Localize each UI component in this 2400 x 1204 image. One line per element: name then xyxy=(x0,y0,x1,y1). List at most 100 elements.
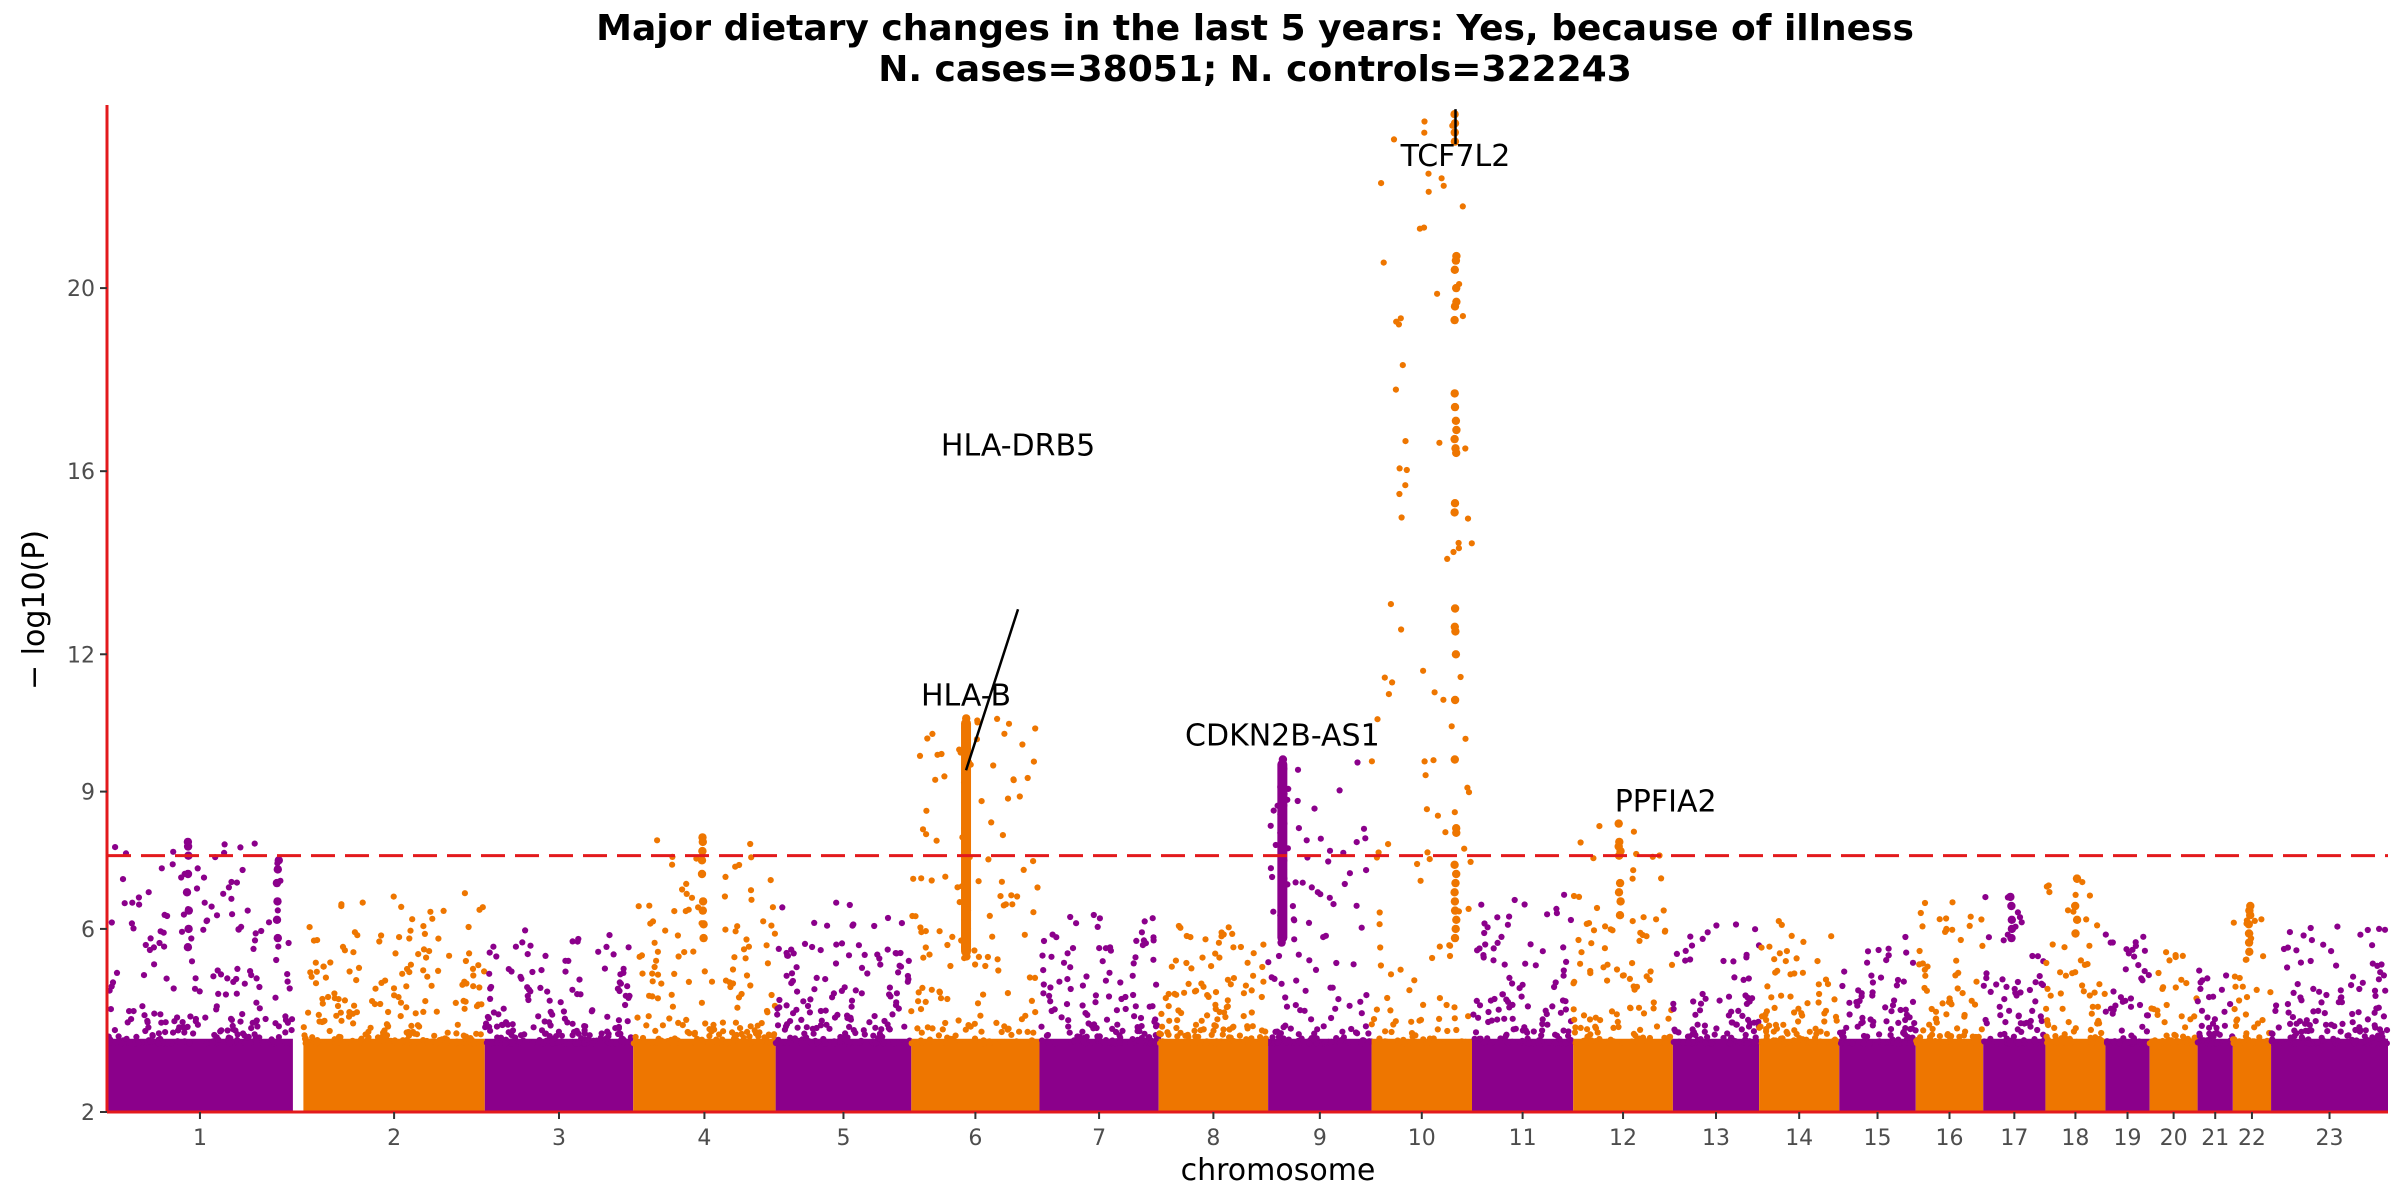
snp-point xyxy=(1006,1039,1013,1046)
snp-point xyxy=(2086,992,2093,999)
snp-point xyxy=(1697,1036,1704,1043)
chromosome-9-points xyxy=(1265,759,1375,1112)
snp-point xyxy=(1943,927,1950,934)
chromosome-15-points xyxy=(1837,933,1919,1112)
snp-point xyxy=(924,735,931,742)
snp-point xyxy=(1066,1029,1073,1036)
peak-chr9 xyxy=(1277,755,1288,947)
snp-point xyxy=(1770,1037,1777,1045)
snp-point xyxy=(1982,1016,1989,1024)
snp-point xyxy=(1403,466,1410,474)
snp-point xyxy=(272,994,279,1001)
snp-point xyxy=(561,1015,569,1022)
snp-point xyxy=(569,1032,576,1039)
snp-point xyxy=(147,935,154,942)
snp-point xyxy=(245,1033,252,1040)
snp-point xyxy=(1457,673,1464,681)
snp-point xyxy=(1553,1032,1561,1039)
snp-point xyxy=(1191,988,1199,995)
snp-point xyxy=(530,1024,537,1031)
snp-point xyxy=(852,987,859,994)
snp-point xyxy=(251,1031,258,1038)
snp-point xyxy=(215,1036,222,1043)
snp-point xyxy=(1162,1040,1170,1047)
snp-point xyxy=(1783,948,1790,955)
chromosome-4-points xyxy=(630,837,779,1112)
snp-point xyxy=(1242,982,1249,989)
chromosome-12-points xyxy=(1570,823,1676,1112)
snp-point xyxy=(423,954,430,961)
snp-point xyxy=(1629,875,1636,882)
snp-point xyxy=(858,964,866,972)
snp-point xyxy=(1702,1040,1709,1047)
snp-point xyxy=(459,981,466,988)
snp-point xyxy=(1646,1034,1653,1042)
snp-point xyxy=(1602,923,1609,930)
peak-point xyxy=(272,878,282,888)
snp-point xyxy=(2348,982,2355,989)
snp-point xyxy=(2057,990,2064,997)
snp-point xyxy=(2006,1037,2014,1044)
snp-point xyxy=(424,1040,431,1047)
snp-point xyxy=(941,773,948,780)
snp-point xyxy=(306,924,313,931)
snp-point xyxy=(1260,978,1267,985)
snp-point xyxy=(1374,716,1381,723)
snp-point xyxy=(2358,1039,2365,1046)
gene-label: HLA-B xyxy=(921,678,1011,713)
snp-point xyxy=(1592,1038,1599,1045)
snp-point xyxy=(2015,1040,2022,1047)
snp-point xyxy=(1701,1022,1708,1029)
snp-point xyxy=(990,762,997,769)
chromosome-1-points xyxy=(105,840,296,1112)
snp-point xyxy=(1468,540,1475,547)
snp-point xyxy=(1893,982,1900,989)
snp-point xyxy=(2258,916,2265,923)
snp-point xyxy=(1330,901,1337,908)
snp-point xyxy=(1627,1004,1634,1011)
snp-point xyxy=(248,1025,255,1032)
snp-point xyxy=(164,912,171,920)
snp-point xyxy=(2328,948,2335,955)
snp-point xyxy=(1243,1036,1250,1043)
snp-point xyxy=(1841,968,1848,975)
snp-point xyxy=(669,1003,677,1010)
snp-point xyxy=(1387,971,1395,978)
snp-point xyxy=(2248,1040,2255,1047)
snp-point xyxy=(500,1005,507,1012)
snp-point xyxy=(251,937,259,944)
snp-point xyxy=(936,988,943,995)
chromosome-20-points xyxy=(2146,949,2201,1112)
snp-point xyxy=(1016,1028,1023,1035)
snp-point xyxy=(1052,1040,1059,1047)
snp-point xyxy=(1040,990,1047,997)
snp-point xyxy=(832,960,840,967)
snp-point xyxy=(390,893,397,900)
snp-point xyxy=(994,715,1001,723)
snp-point xyxy=(747,887,755,894)
snp-point xyxy=(1402,482,1409,489)
snp-point xyxy=(1119,1027,1126,1034)
snp-point xyxy=(1949,899,1956,906)
snp-point xyxy=(2002,1019,2009,1026)
snp-point xyxy=(1005,720,1013,727)
snp-point xyxy=(1292,879,1299,886)
snp-point xyxy=(757,1040,764,1047)
snp-point xyxy=(1732,921,1740,928)
snp-point xyxy=(1509,1015,1516,1022)
snp-point xyxy=(2337,987,2344,994)
chromosome-22-points xyxy=(2229,916,2274,1112)
snp-point xyxy=(319,1000,326,1007)
snp-point xyxy=(620,969,627,977)
snp-point xyxy=(1275,1033,1282,1041)
snp-point xyxy=(1421,118,1428,125)
peak-point xyxy=(1450,695,1460,705)
snp-point xyxy=(1744,1040,1751,1047)
snp-point xyxy=(334,1002,342,1010)
snp-point xyxy=(1202,936,1209,943)
snp-point xyxy=(1368,758,1375,765)
snp-point xyxy=(1952,972,1959,979)
snp-point xyxy=(1787,971,1794,978)
gene-label: TCF7L2 xyxy=(1400,139,1511,174)
snp-point xyxy=(1269,1034,1276,1041)
